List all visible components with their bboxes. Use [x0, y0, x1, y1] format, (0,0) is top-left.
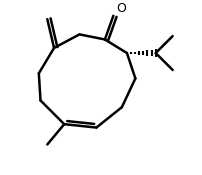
- Text: O: O: [115, 2, 125, 15]
